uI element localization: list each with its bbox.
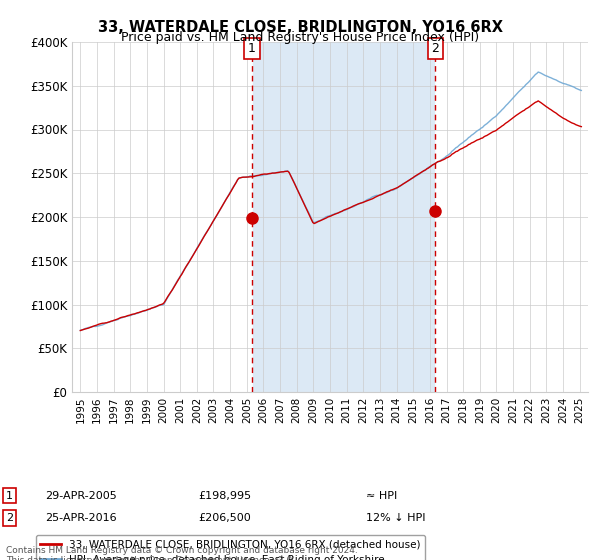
Text: 2: 2 (6, 513, 13, 523)
Text: 25-APR-2016: 25-APR-2016 (45, 513, 116, 523)
Text: 1: 1 (6, 491, 13, 501)
Text: 12% ↓ HPI: 12% ↓ HPI (366, 513, 425, 523)
Text: 33, WATERDALE CLOSE, BRIDLINGTON, YO16 6RX: 33, WATERDALE CLOSE, BRIDLINGTON, YO16 6… (97, 20, 503, 35)
Text: £198,995: £198,995 (198, 491, 251, 501)
Text: 1: 1 (248, 42, 256, 55)
Legend: 33, WATERDALE CLOSE, BRIDLINGTON, YO16 6RX (detached house), HPI: Average price,: 33, WATERDALE CLOSE, BRIDLINGTON, YO16 6… (36, 535, 425, 560)
Text: Contains HM Land Registry data © Crown copyright and database right 2024.
This d: Contains HM Land Registry data © Crown c… (6, 546, 358, 560)
Text: Price paid vs. HM Land Registry's House Price Index (HPI): Price paid vs. HM Land Registry's House … (121, 31, 479, 44)
Text: 29-APR-2005: 29-APR-2005 (45, 491, 117, 501)
Text: ≈ HPI: ≈ HPI (366, 491, 397, 501)
Text: 2: 2 (431, 42, 439, 55)
Text: £206,500: £206,500 (198, 513, 251, 523)
